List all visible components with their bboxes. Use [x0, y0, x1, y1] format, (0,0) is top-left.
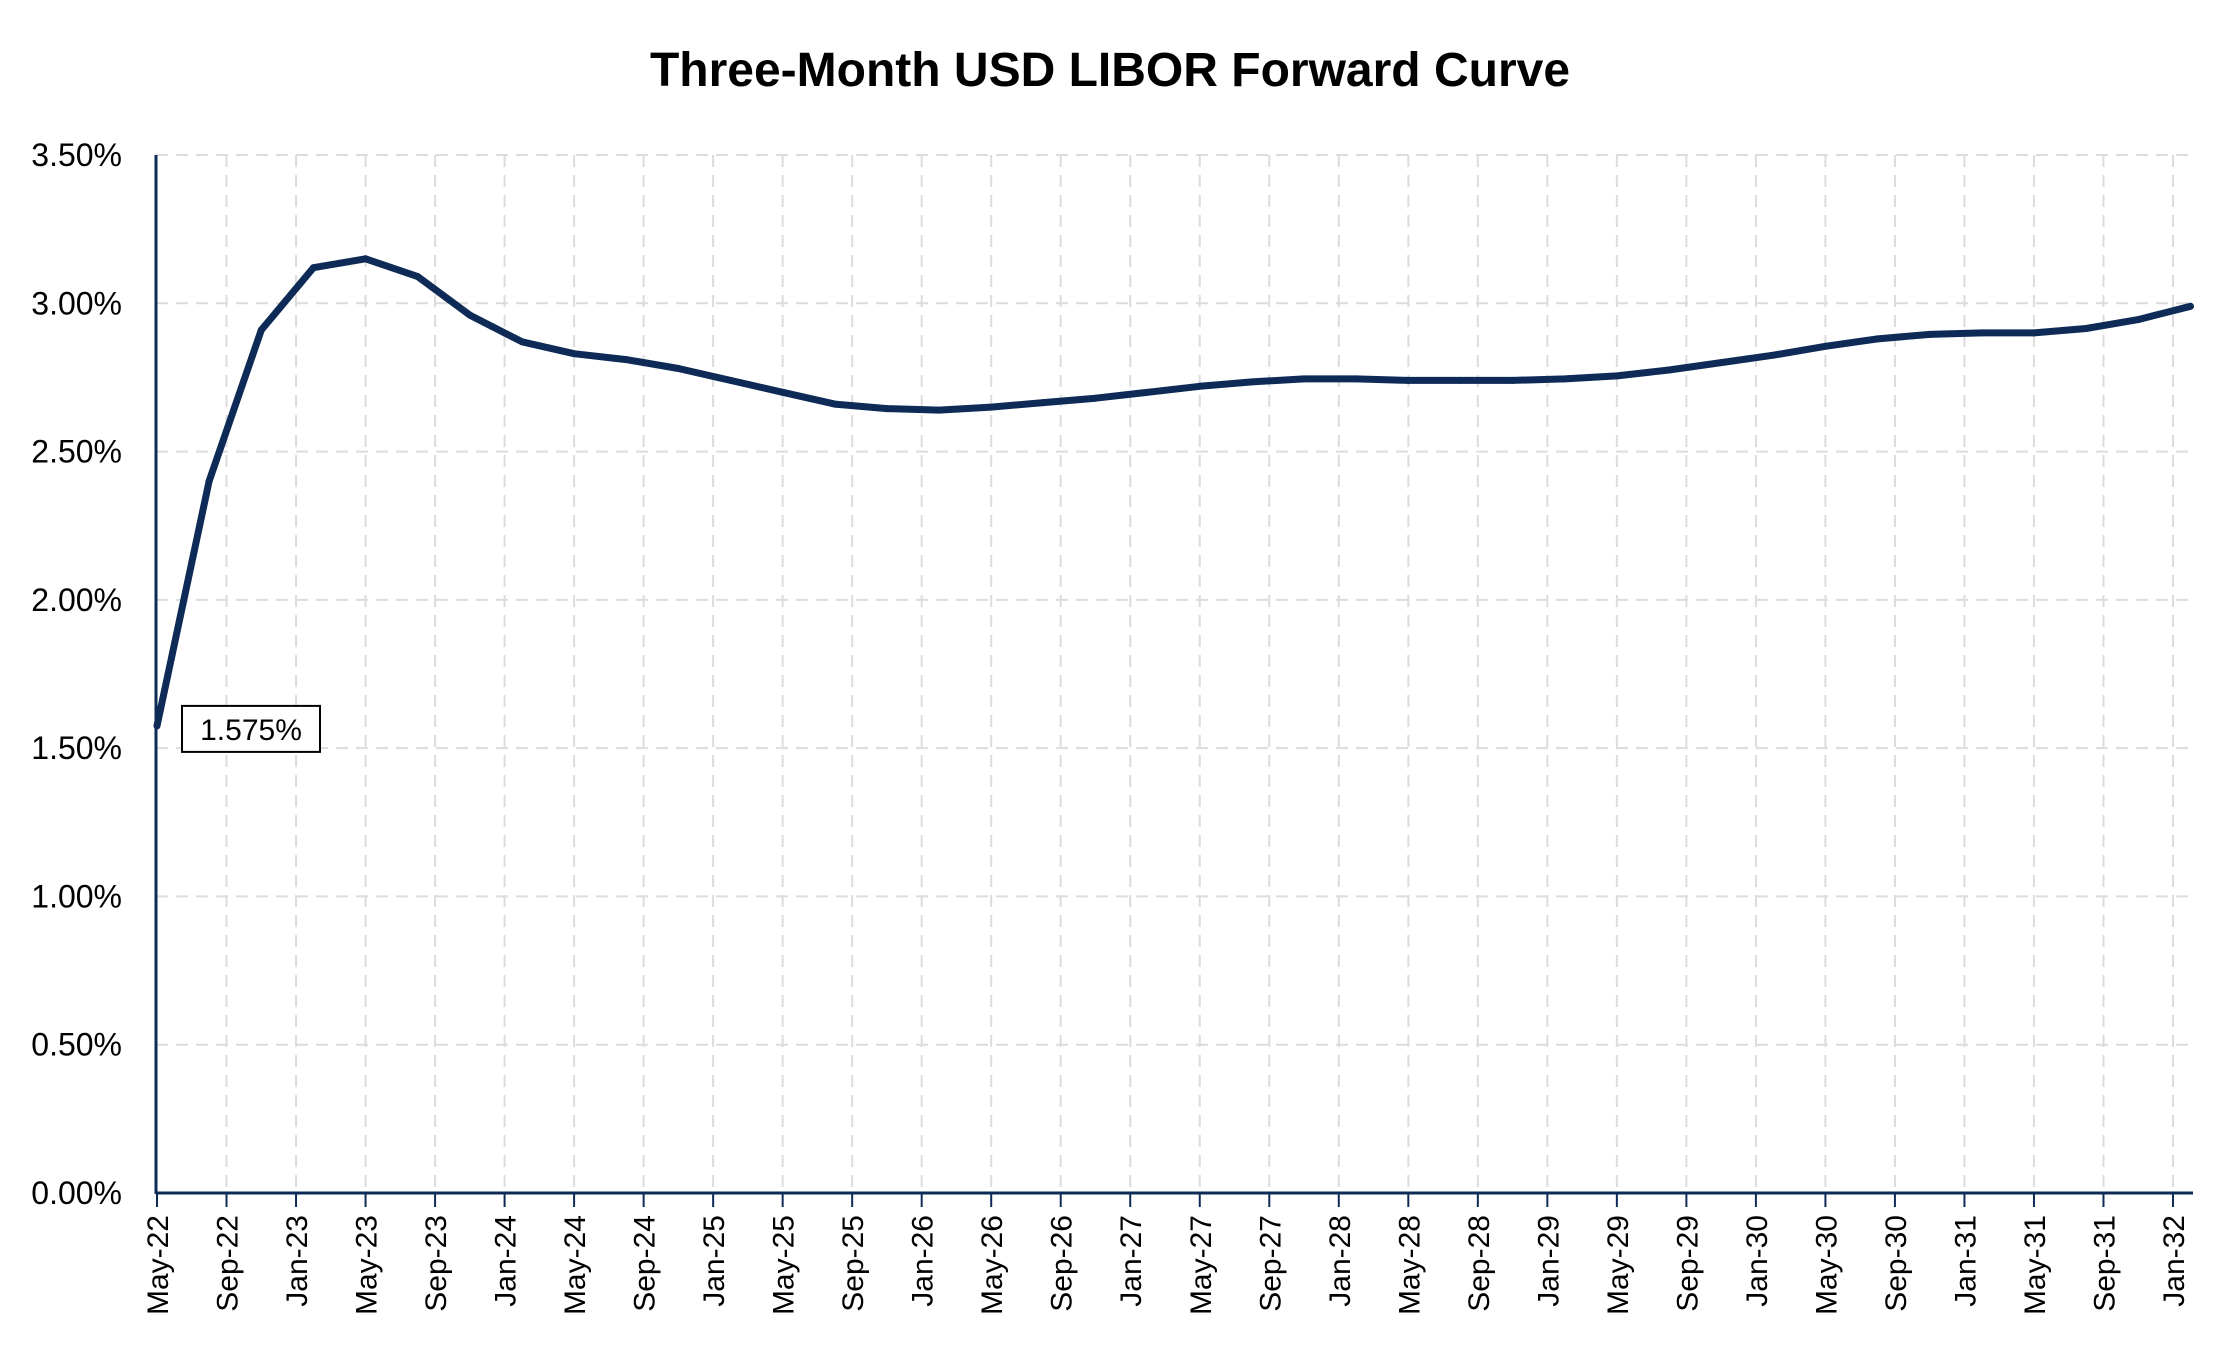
x-tick-label: Jan-24 [490, 1215, 523, 1307]
data-point [1613, 372, 1621, 380]
x-tick-label: May-27 [1185, 1215, 1218, 1315]
y-tick-label: 1.00% [31, 878, 122, 914]
x-tick-label: Sep-22 [212, 1215, 245, 1312]
x-tick-label: May-26 [976, 1215, 1009, 1315]
x-tick-label: Jan-28 [1324, 1215, 1357, 1307]
data-point [153, 722, 161, 730]
x-tick-label: Sep-31 [2088, 1215, 2121, 1312]
data-point [1978, 329, 1986, 337]
data-point [1300, 375, 1308, 383]
data-point [1092, 394, 1099, 402]
y-tick-label: 3.50% [31, 137, 122, 173]
data-point [466, 311, 474, 319]
data-point [1717, 359, 1725, 367]
data-point [570, 350, 578, 358]
x-tick-label: May-24 [559, 1215, 592, 1315]
x-tick-label: Jan-32 [2158, 1215, 2191, 1307]
chart-title: Three-Month USD LIBOR Forward Curve [650, 44, 1570, 97]
data-point [1821, 342, 1829, 350]
data-point [257, 326, 265, 334]
data-point [1665, 366, 1673, 374]
axes [154, 155, 2193, 1207]
x-tick-label: Sep-29 [1671, 1215, 1704, 1312]
y-tick-label: 2.00% [31, 582, 122, 618]
x-tick-label: May-23 [351, 1215, 384, 1315]
data-point [518, 338, 526, 346]
data-point [1404, 376, 1412, 384]
data-point [1352, 375, 1360, 383]
data-point [1509, 376, 1517, 384]
x-tick-label: May-29 [1602, 1215, 1635, 1315]
data-point [987, 403, 995, 411]
x-tick-label: Jan-31 [1949, 1215, 1982, 1307]
data-point [727, 376, 734, 384]
data-point [1039, 399, 1047, 407]
data-point [1926, 330, 1934, 338]
data-label: 1.575% [200, 714, 302, 747]
data-point [831, 400, 839, 408]
x-tick-label: Jan-29 [1532, 1215, 1565, 1307]
x-axis-ticks: May-22 Sep-22 Jan-23 May-23 Sep-23 Jan-24 May-… [142, 1215, 2191, 1315]
data-point [1769, 351, 1777, 359]
data-point [2134, 316, 2142, 324]
y-tick-label: 1.50% [31, 730, 122, 766]
x-tick-label: May-30 [1810, 1215, 1843, 1315]
data-point [1144, 388, 1152, 396]
annotations: 1.575% [181, 704, 321, 753]
series-group [153, 255, 2194, 730]
x-tick-label: Jan-23 [281, 1215, 314, 1307]
data-point [1561, 375, 1569, 383]
gridlines [156, 154, 2193, 1193]
data-point [883, 405, 891, 413]
x-tick-label: Jan-30 [1741, 1215, 1774, 1307]
y-tick-label: 0.00% [31, 1175, 122, 1211]
series-line [153, 255, 2194, 730]
x-tick-label: Sep-23 [420, 1215, 453, 1312]
x-tick-label: Sep-25 [837, 1215, 870, 1312]
x-tick-label: Jan-26 [907, 1215, 940, 1307]
data-point [1874, 335, 1882, 343]
y-tick-label: 3.00% [31, 285, 122, 321]
x-tick-label: Sep-28 [1463, 1215, 1496, 1312]
x-tick-label: Sep-24 [629, 1215, 662, 1312]
data-point [674, 365, 682, 372]
data-point [205, 477, 213, 485]
x-tick-label: Jan-27 [1115, 1215, 1148, 1307]
data-point [362, 255, 370, 263]
y-tick-label: 2.50% [31, 434, 122, 470]
x-tick-label: Sep-27 [1254, 1215, 1287, 1312]
data-point [2186, 302, 2194, 310]
y-axis-ticks: 0.00% 0.50% 1.00% 1.50% 2.00% 2.50% 3.00% 3.50% [31, 137, 122, 1211]
y-tick-label: 0.50% [31, 1027, 122, 1063]
x-tick-label: May-25 [768, 1215, 801, 1315]
data-point [414, 273, 422, 281]
x-tick-label: May-22 [142, 1215, 175, 1315]
x-tick-label: Sep-26 [1046, 1215, 1079, 1312]
x-tick-label: May-28 [1393, 1215, 1426, 1315]
data-point [779, 388, 787, 396]
data-point [935, 406, 943, 414]
data-point [1248, 378, 1256, 386]
data-point [2082, 325, 2090, 332]
data-point [309, 264, 317, 272]
data-label-box [181, 704, 321, 753]
data-point [622, 356, 630, 364]
x-tick-label: Jan-25 [698, 1215, 731, 1307]
x-tick-label: May-31 [2019, 1215, 2052, 1315]
data-point [1456, 376, 1464, 384]
data-point [2030, 329, 2038, 337]
x-tick-label: Sep-30 [1880, 1215, 1913, 1312]
data-point [1196, 382, 1204, 390]
